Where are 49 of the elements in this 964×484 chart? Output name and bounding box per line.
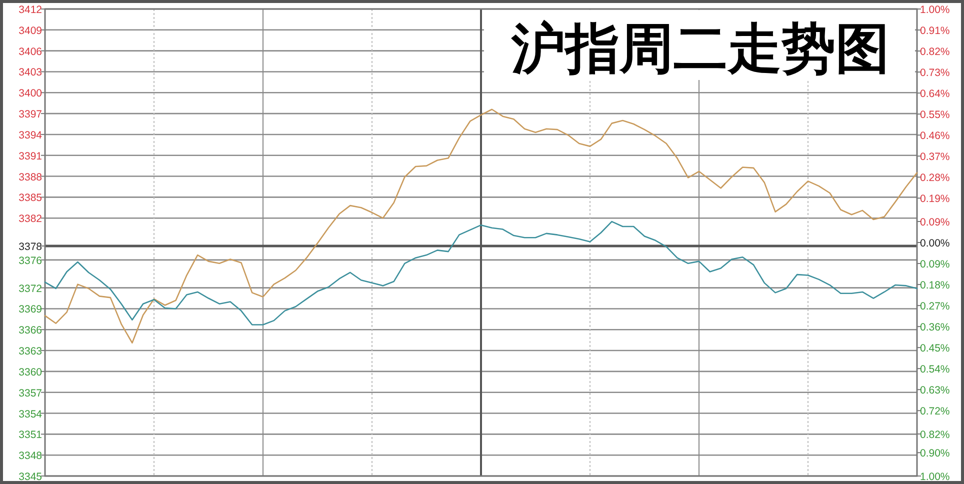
y-tick-label: 3345: [18, 471, 42, 483]
y-tick-label: 3360: [18, 366, 42, 378]
y2-tick-label: 1.00%: [920, 4, 950, 16]
chart-title: 沪指周二走势图: [510, 16, 890, 80]
y-tick-label: 3372: [18, 282, 42, 295]
y-tick-label: 3409: [18, 24, 42, 37]
y-tick-label: 3397: [18, 108, 42, 121]
y2-tick-label: 0.90%: [920, 448, 950, 460]
y-tick-label: 3369: [18, 304, 42, 316]
y2-tick-label: 0.28%: [920, 172, 950, 184]
line-series: [44, 220, 918, 326]
y-tick-label: 3363: [18, 346, 42, 358]
y-tick-label: 3391: [18, 150, 42, 162]
y2-tick-label: 0.55%: [920, 109, 950, 122]
y-tick-label: 3400: [18, 88, 42, 100]
y-tick-label: 3357: [18, 387, 42, 400]
y-tick-label: 3406: [18, 46, 42, 58]
y-tick-label: 3388: [18, 171, 42, 184]
y-tick-label: 3385: [18, 192, 42, 204]
y2-tick-label: 0.18%: [920, 280, 950, 292]
y-tick-label: 3366: [18, 324, 42, 337]
y2-tick-label: 0.00%: [920, 238, 950, 250]
y2-tick-label: 0.09%: [920, 216, 950, 228]
y-tick-label: 3382: [18, 213, 42, 226]
y-tick-label: 3376: [18, 254, 42, 267]
y2-tick-label: 0.72%: [920, 406, 950, 418]
y-tick-label: 3394: [18, 129, 42, 142]
y2-tick-label: 0.09%: [920, 258, 950, 271]
y-tick-label: 3351: [18, 429, 42, 442]
y2-tick-label: 0.27%: [920, 300, 950, 313]
y2-tick-label: 0.91%: [920, 25, 950, 38]
y2-tick-label: 0.64%: [920, 88, 950, 100]
y2-tick-label: 0.46%: [920, 130, 950, 142]
y2-tick-label: 1.00%: [920, 471, 950, 483]
y2-tick-label: 0.63%: [920, 384, 950, 397]
y2-tick-label: 0.37%: [920, 151, 950, 164]
y2-tick-label: 0.82%: [920, 46, 950, 58]
y-tick-label: 3354: [18, 408, 42, 420]
y2-tick-label: 0.54%: [920, 364, 950, 376]
y2-tick-label: 0.45%: [920, 342, 950, 355]
y2-tick-label: 0.73%: [920, 67, 950, 80]
y2-tick-label: 0.19%: [920, 193, 950, 206]
y-tick-label: 3403: [18, 66, 42, 79]
y2-tick-label: 0.82%: [920, 428, 950, 441]
y-tick-label: 3378: [18, 240, 42, 253]
y-tick-label: 3412: [18, 4, 42, 16]
y-tick-label: 3348: [18, 450, 42, 462]
line-series: [44, 108, 918, 344]
y2-tick-label: 0.36%: [920, 322, 950, 334]
